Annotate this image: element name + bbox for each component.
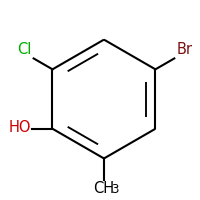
Text: HO: HO bbox=[8, 120, 31, 135]
Text: Br: Br bbox=[176, 42, 192, 57]
Text: 3: 3 bbox=[111, 183, 119, 196]
Text: Cl: Cl bbox=[17, 42, 32, 57]
Text: CH: CH bbox=[93, 181, 115, 196]
